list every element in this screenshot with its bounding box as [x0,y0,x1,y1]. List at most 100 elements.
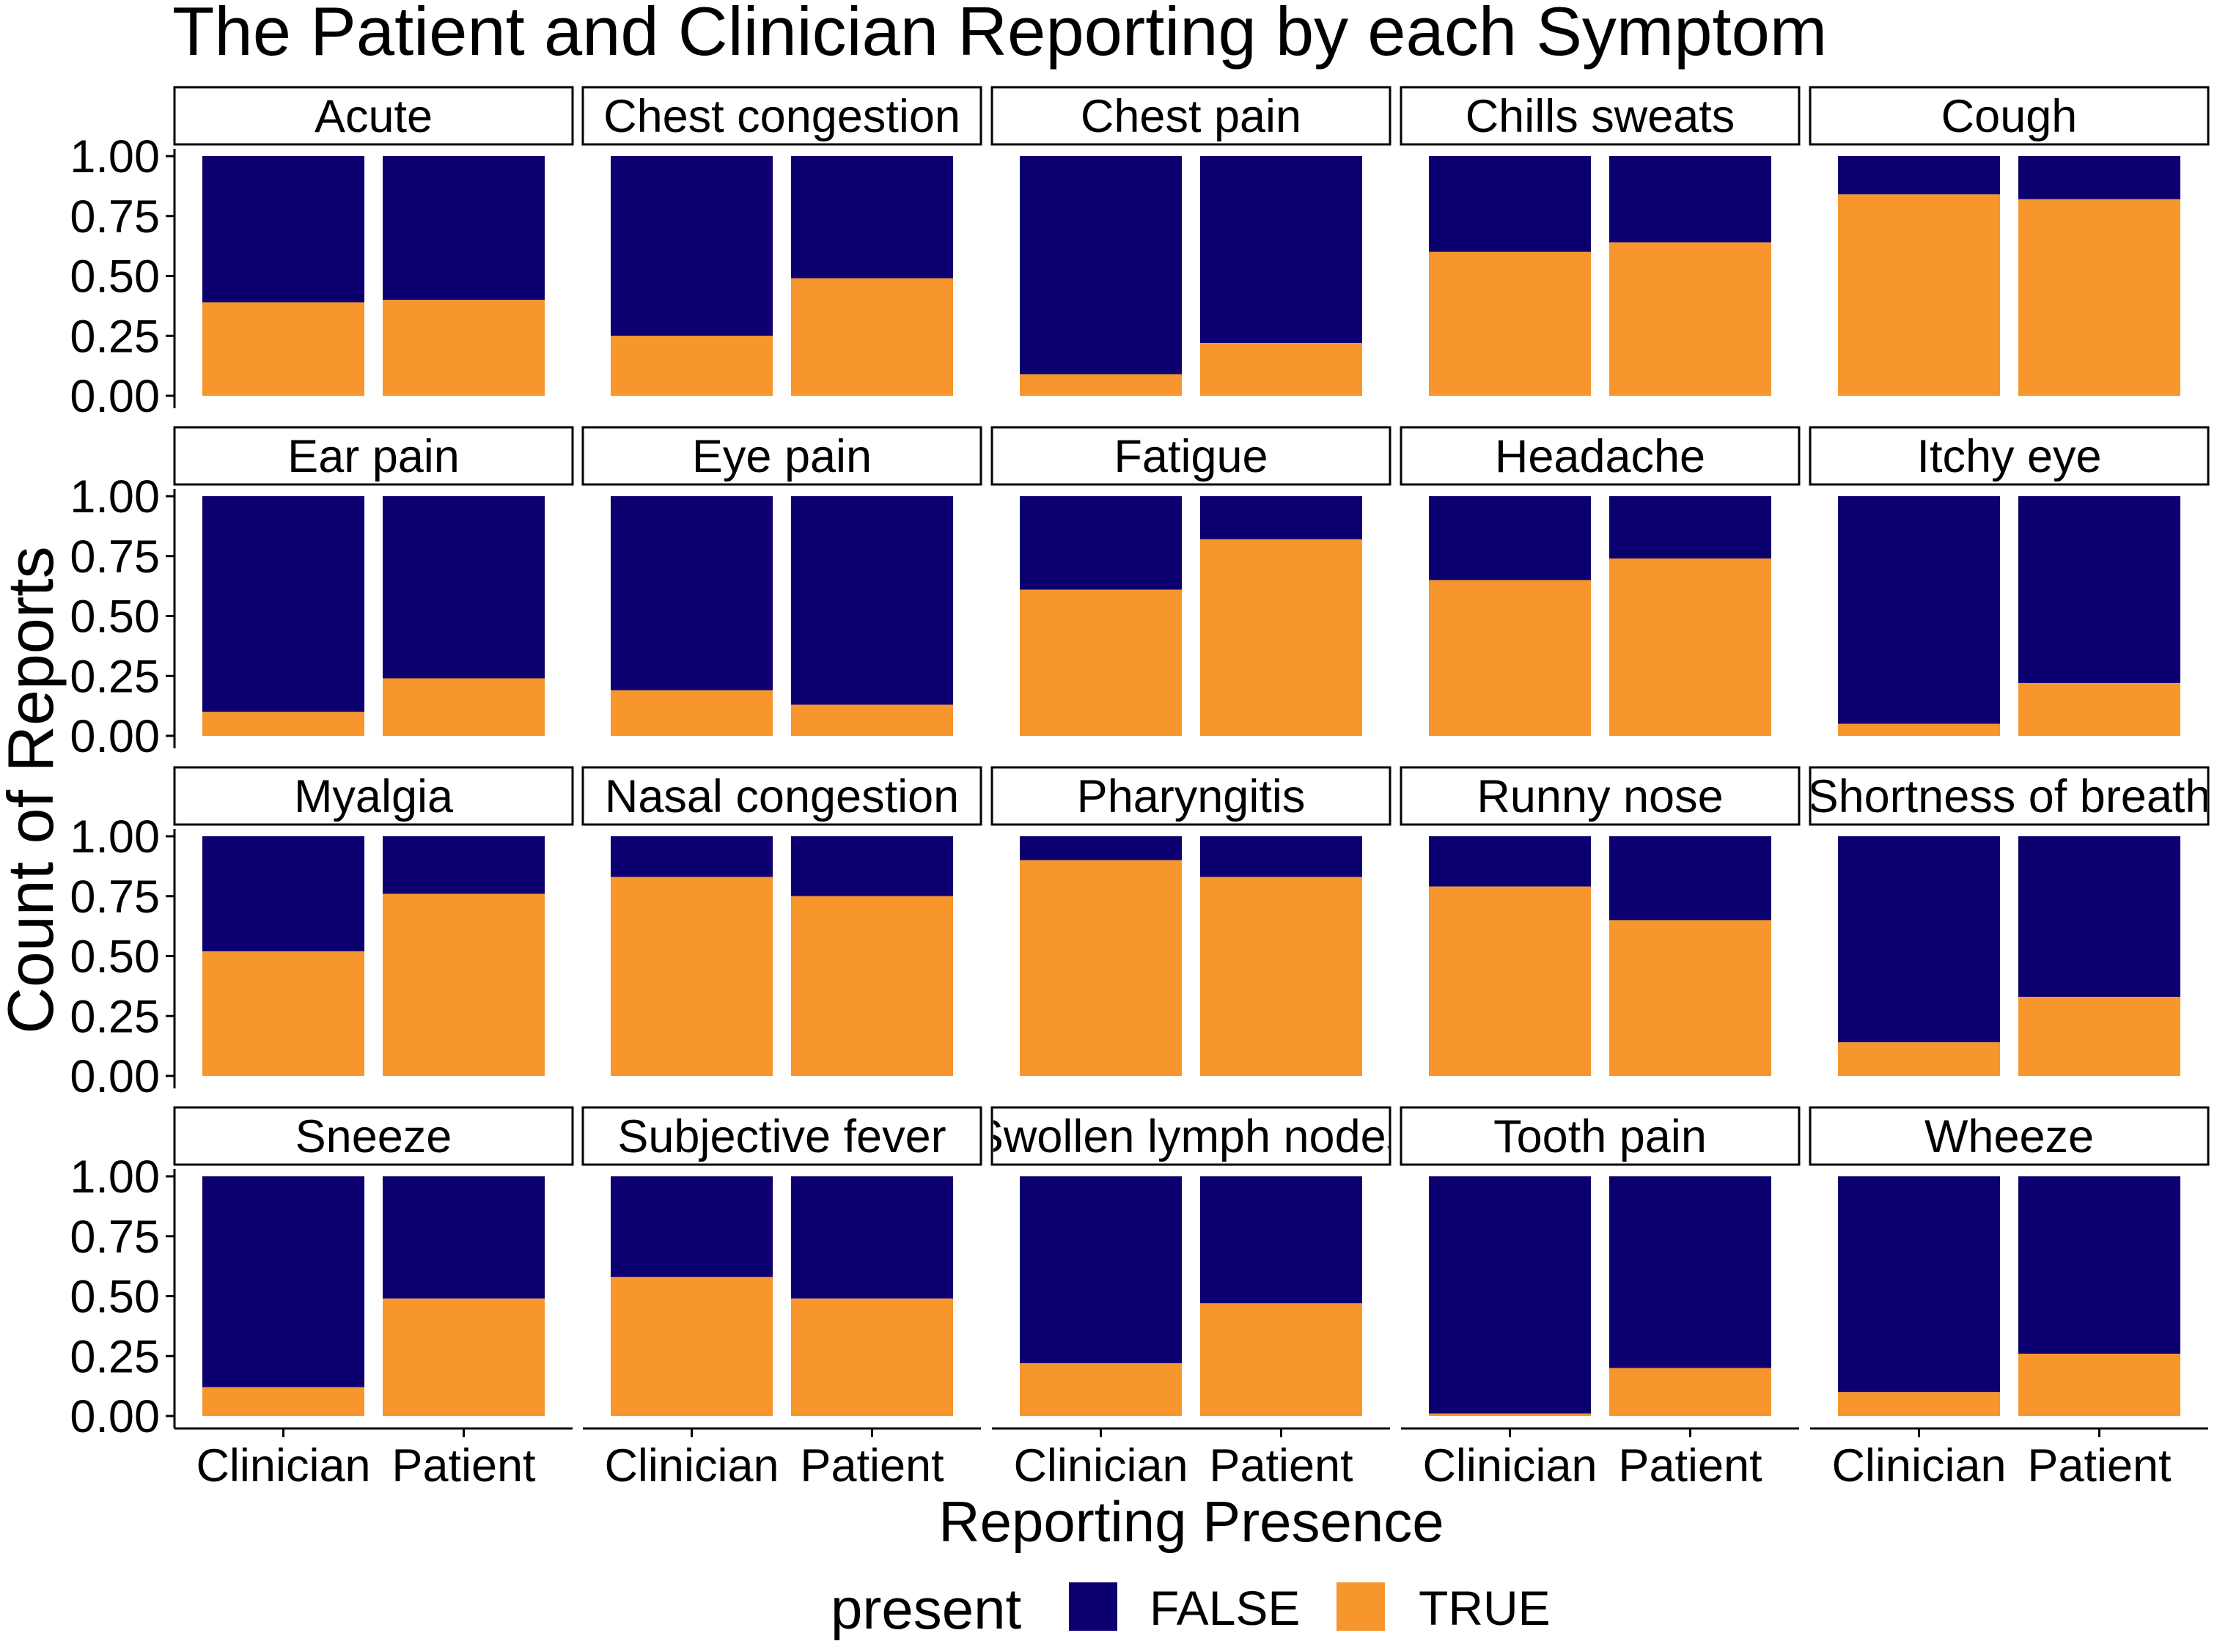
y-tick-label: 0.00 [70,1051,160,1102]
facet-strip [581,426,982,486]
legend-title: present [831,1577,1021,1641]
facet-strip [1809,1106,2210,1166]
facet-fatigue: Fatigue [990,426,1391,736]
x-tick-label-patient: Patient [800,1440,944,1491]
y-tick-label: 0.25 [70,311,160,362]
facet-strip [1400,86,1801,146]
legend-swatch-false [1069,1582,1117,1631]
bar-true-clinician [1020,374,1182,396]
facet-pharyngitis: Pharyngitis [990,766,1391,1076]
y-tick-label: 0.00 [70,711,160,762]
bar-false-clinician [1020,156,1182,375]
facet-subjective-fever: Subjective fever Clinician Patient [581,1106,982,1491]
facet-strip [1809,426,2210,486]
facet-myalgia: Myalgia 0.00 0.25 0.50 0.75 1.00 [70,766,574,1102]
facet-strip [990,86,1391,146]
bar-false-patient [1609,496,1771,559]
x-tick-label-clinician: Clinician [1831,1440,2006,1491]
bar-true-patient [2018,1353,2180,1416]
facet-strip [990,1106,1391,1166]
x-tick-label-clinician: Clinician [1422,1440,1597,1491]
bar-false-patient [2018,156,2180,199]
facet-strip-label: Shortness of breath [1808,771,2211,822]
y-tick-label: 0.50 [70,932,160,983]
bar-false-clinician [1020,836,1182,860]
bar-true-patient [2018,683,2180,736]
facet-swollen-lymph-nodes: Swollen lymph nodes Clinician Patient [990,1106,1391,1491]
bar-false-clinician [1020,496,1182,590]
bar-false-patient [383,156,545,300]
facet-acute: Acute 0.00 0.25 0.50 0.75 1.00 [70,86,574,422]
facet-ear-pain: Ear pain 0.00 0.25 0.50 0.75 1.00 [70,426,574,762]
bar-false-patient [791,836,953,896]
bar-true-clinician [611,877,773,1076]
legend-label-false: FALSE [1150,1581,1300,1635]
bar-false-clinician [1020,1176,1182,1364]
bar-false-patient [1200,156,1362,344]
bar-true-patient [1609,1368,1771,1416]
bar-true-patient [791,704,953,736]
chart-title: The Patient and Clinician Reporting by e… [172,0,1827,70]
facet-cough: Cough [1809,86,2210,396]
bar-false-patient [1200,496,1362,539]
x-axis-label: Reporting Presence [938,1489,1444,1554]
bar-true-patient [1609,920,1771,1076]
bar-true-clinician [202,951,364,1076]
facet-headache: Headache [1400,426,1801,736]
bar-false-clinician [1838,156,2000,195]
facet-strip-label: Subjective fever [617,1111,946,1162]
x-tick-label-clinician: Clinician [1013,1440,1188,1491]
bar-false-patient [383,496,545,679]
bar-true-clinician [1429,251,1591,396]
facet-strip-label: Fatigue [1114,431,1268,482]
y-tick-label: 0.50 [70,1272,160,1323]
y-tick-label: 0.50 [70,591,160,643]
x-tick-label-clinician: Clinician [196,1440,370,1491]
bar-true-clinician [1020,589,1182,736]
facet-strip [581,766,982,826]
legend-label-true: TRUE [1419,1581,1551,1635]
bar-false-patient [791,156,953,279]
bar-false-patient [2018,1176,2180,1354]
facet-strip [990,426,1391,486]
bar-false-clinician [611,836,773,877]
y-tick-label: 1.00 [70,811,160,863]
legend-swatch-true [1337,1582,1385,1631]
y-tick-label: 1.00 [70,131,160,182]
facet-shortness-of-breath: Shortness of breath [1808,766,2211,1076]
bar-true-clinician [611,336,773,396]
y-tick-label: 0.75 [70,871,160,923]
bar-true-patient [791,896,953,1076]
bar-true-patient [1200,539,1362,736]
bar-false-patient [2018,836,2180,998]
x-tick-label-clinician: Clinician [604,1440,779,1491]
bar-true-patient [1609,242,1771,396]
bar-true-clinician [1020,1363,1182,1416]
facet-sneeze: Sneeze 0.00 0.25 0.50 0.75 1.00 Clinician Patie… [70,1106,574,1491]
y-tick-label: 0.75 [70,531,160,583]
facet-wheeze: Wheeze Clinician Patient [1809,1106,2210,1491]
facet-strip-label: Pharyngitis [1077,771,1306,822]
x-tick-label-patient: Patient [2027,1440,2172,1491]
facet-strip-label: Cough [1941,91,2078,142]
bar-true-clinician [611,1277,773,1416]
bar-false-patient [1200,836,1362,877]
bar-true-patient [383,1298,545,1416]
facet-tooth-pain: Tooth pain Clinician Patient [1400,1106,1801,1491]
bar-false-patient [383,836,545,894]
bar-false-clinician [1429,1176,1591,1414]
facet-strip [581,1106,982,1166]
bar-true-clinician [1429,580,1591,736]
bar-false-clinician [202,1176,364,1387]
bar-false-clinician [1429,496,1591,580]
y-tick-label: 0.25 [70,991,160,1042]
facet-panels: Acute 0.00 0.25 0.50 0.75 1.00 Chest congestio… [70,86,2211,1491]
bar-true-patient [1200,343,1362,396]
y-tick-label: 1.00 [70,1151,160,1203]
y-tick-label: 0.00 [70,1391,160,1442]
facet-strip [990,766,1391,826]
bar-true-clinician [1429,886,1591,1076]
bar-true-patient [383,893,545,1076]
facet-eye-pain: Eye pain [581,426,982,736]
facet-strip [173,86,574,146]
